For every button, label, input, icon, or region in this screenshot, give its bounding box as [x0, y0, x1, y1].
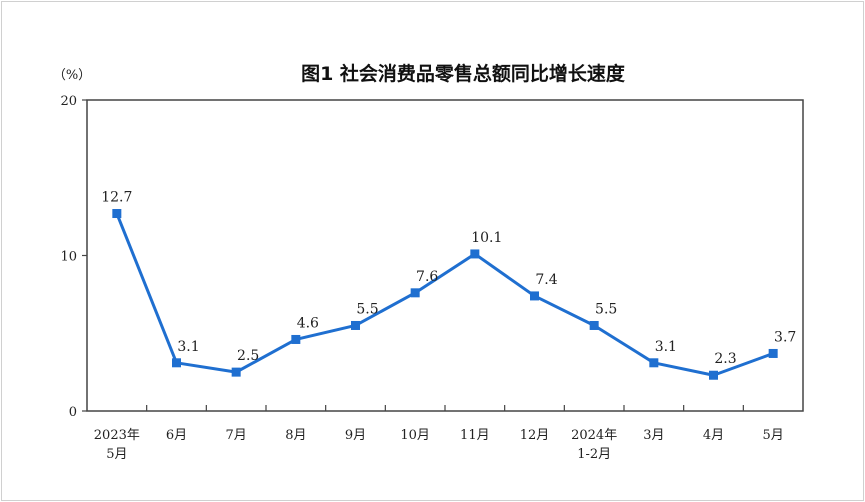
data-label: 3.7	[774, 329, 796, 345]
data-label: 4.6	[297, 315, 319, 331]
data-label: 7.4	[535, 272, 557, 288]
x-tick-label: 6月	[166, 428, 187, 443]
x-tick-label: 4月	[703, 428, 724, 443]
data-label: 5.5	[595, 301, 617, 317]
series-line	[115, 212, 774, 377]
y-tick-label: 10	[60, 250, 77, 265]
x-tick-label: 2024年	[571, 428, 617, 443]
x-tick-label: 5月	[763, 428, 784, 443]
y-tick-label: 0	[69, 405, 77, 420]
data-label: 10.1	[471, 230, 502, 246]
data-label: 5.5	[356, 301, 378, 317]
data-point	[709, 370, 718, 380]
data-label: 3.1	[655, 339, 677, 355]
data-label: 3.1	[177, 339, 199, 355]
x-tick-label: 7月	[226, 428, 247, 443]
data-point	[410, 288, 420, 298]
data-point	[112, 209, 122, 219]
data-label: 2.3	[714, 351, 736, 367]
data-point	[470, 249, 480, 259]
chart-title: 图1 社会消费品零售总额同比增长速度	[301, 62, 626, 85]
data-point	[172, 358, 181, 368]
data-label: 7.6	[416, 269, 438, 285]
data-point	[649, 358, 659, 368]
data-label: 12.7	[101, 190, 132, 206]
data-label: 2.5	[237, 348, 259, 364]
y-tick-label: 20	[60, 94, 77, 109]
x-tick-label: 3月	[643, 428, 664, 443]
x-tick-label: 10月	[400, 428, 430, 443]
x-tick-label: 8月	[285, 428, 306, 443]
data-point	[530, 291, 539, 301]
data-point	[589, 320, 599, 330]
data-point	[231, 367, 241, 377]
x-tick-label: 5月	[106, 447, 127, 462]
data-point	[351, 320, 360, 330]
y-axis-unit: （%）	[53, 68, 91, 83]
x-tick-label: 1-2月	[577, 447, 611, 462]
x-tick-label: 11月	[460, 428, 490, 443]
x-tick-label: 12月	[520, 428, 550, 443]
x-tick-label: 9月	[345, 428, 366, 443]
data-point	[291, 334, 301, 344]
data-point	[768, 348, 778, 358]
x-tick-label: 2023年	[94, 428, 140, 443]
